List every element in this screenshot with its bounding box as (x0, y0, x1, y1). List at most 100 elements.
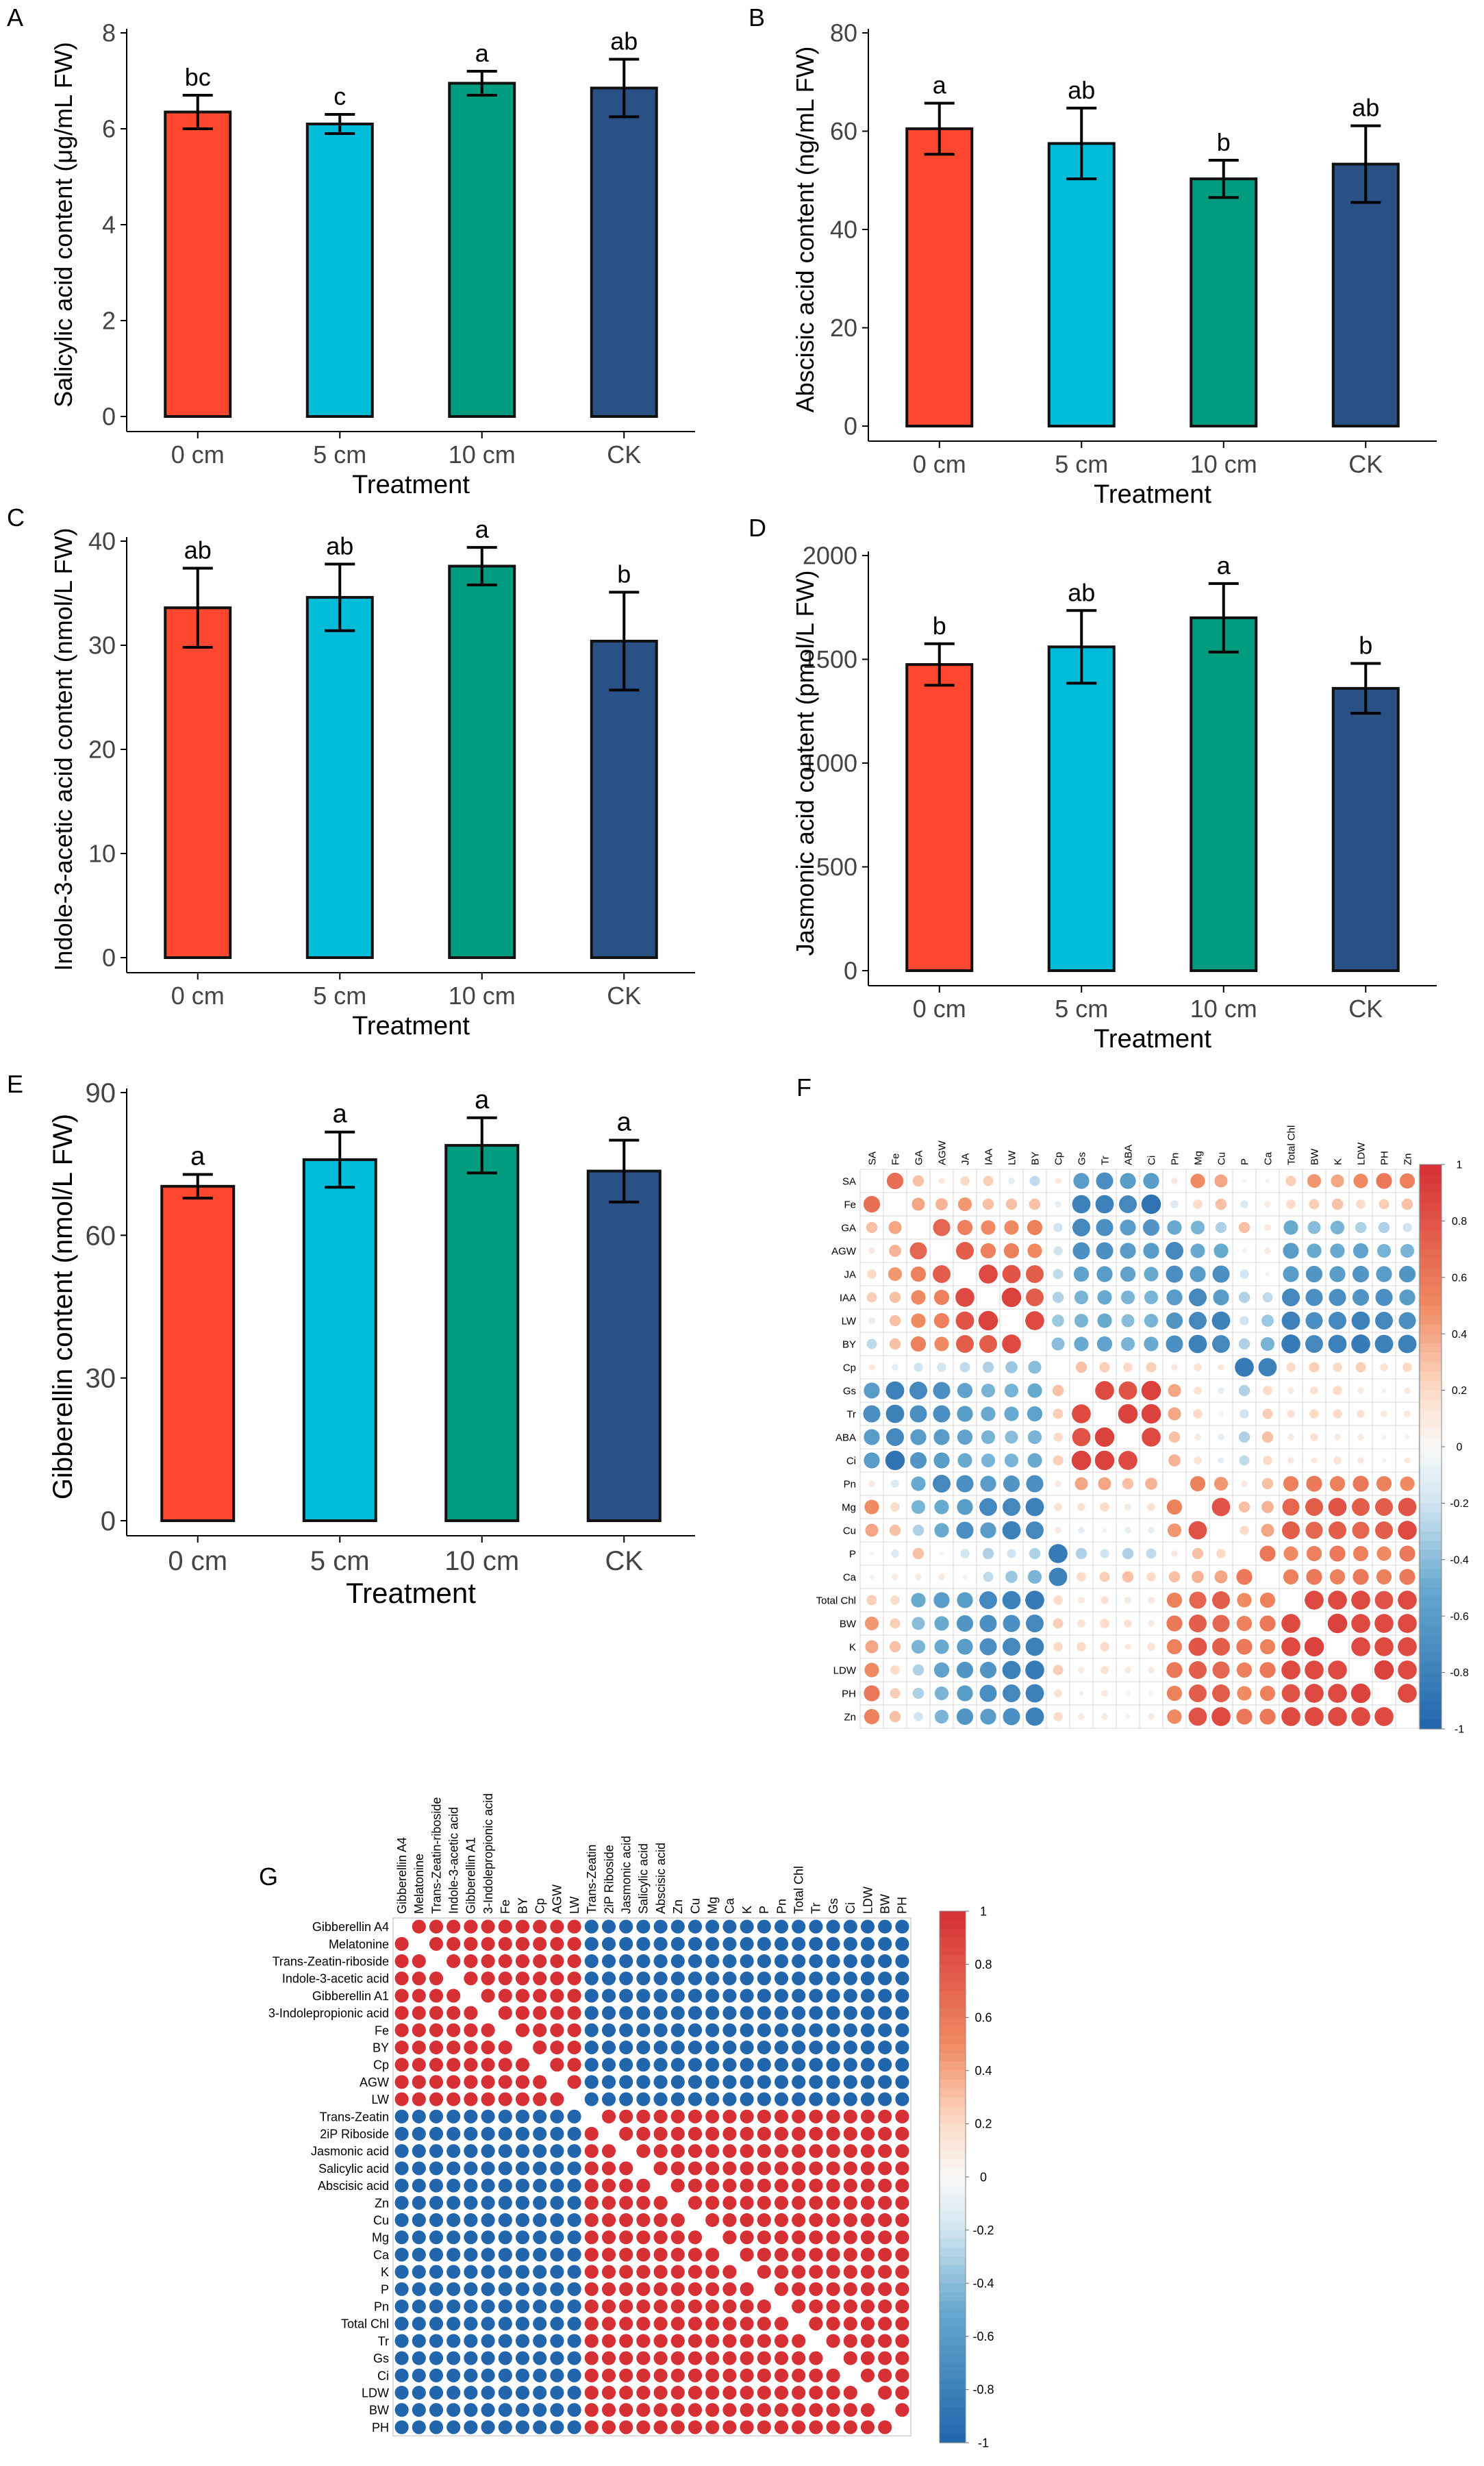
correlation-dot (740, 1936, 754, 1951)
correlation-dot (1352, 1498, 1370, 1516)
correlation-dot (705, 2195, 720, 2210)
correlation-dot (911, 1313, 926, 1328)
correlation-dot (809, 2178, 823, 2193)
correlation-dot (498, 2265, 512, 2279)
correlation-dot (868, 1317, 875, 1324)
correlation-dot (1213, 1289, 1229, 1306)
correlation-dot (757, 1936, 771, 1951)
correlation-dot (653, 2299, 668, 2314)
col-label-tr: Tr (809, 1903, 823, 1914)
correlation-dot (740, 2075, 754, 2089)
correlation-dot (1027, 1569, 1042, 1584)
correlation-dot (1148, 1713, 1155, 1720)
correlation-dot (911, 1593, 926, 1608)
correlation-dot (809, 2213, 823, 2228)
correlation-dot (1352, 1288, 1370, 1306)
correlation-dot (1188, 1637, 1207, 1656)
correlation-dot (912, 1524, 925, 1536)
correlation-dot (447, 2213, 461, 2228)
correlation-dot (860, 2282, 875, 2296)
correlation-dot (792, 2299, 806, 2314)
correlation-dot (792, 2109, 806, 2124)
col-label-ph: PH (1379, 1151, 1390, 1165)
correlation-dot (394, 2195, 409, 2210)
correlation-dot (1073, 1266, 1090, 1282)
correlation-dot (584, 2006, 599, 2020)
correlation-dot (1189, 1288, 1207, 1306)
correlation-dot (959, 1362, 970, 1373)
correlation-dot (809, 2023, 823, 2037)
correlation-dot (722, 2092, 737, 2106)
correlation-dot (412, 2161, 426, 2176)
colorbar-segment (1420, 1193, 1442, 1203)
colorbar-segment (1420, 1672, 1442, 1682)
correlation-dot (705, 2368, 720, 2382)
correlation-dot (1147, 1643, 1155, 1651)
colorbar-segment (940, 2354, 966, 2364)
row-label-melatonine: Melatonine (329, 1937, 389, 1951)
row-label-indole-3-acetic-acid: Indole-3-acetic acid (282, 1972, 389, 1986)
correlation-dot (670, 2040, 685, 2055)
bar-5-cm (305, 123, 374, 418)
correlation-dot (878, 1919, 892, 1934)
correlation-dot (584, 2368, 599, 2382)
correlation-dot (792, 2282, 806, 2296)
correlation-dot (1305, 1707, 1324, 1726)
correlation-dot (653, 2247, 668, 2262)
correlation-dot (895, 1936, 909, 1951)
significance-letter: a (475, 1086, 490, 1114)
correlation-dot (498, 2058, 512, 2072)
panel-label: A (7, 3, 23, 32)
correlation-dot (550, 1919, 564, 1934)
correlation-dot (1026, 1615, 1044, 1632)
correlation-dot (722, 2126, 737, 2141)
correlation-dot (688, 2178, 703, 2193)
correlation-dot (792, 2403, 806, 2417)
correlation-dot (1305, 1684, 1324, 1703)
correlation-dot (740, 2317, 754, 2331)
correlation-dot (983, 1175, 994, 1186)
correlation-dot (601, 2385, 616, 2400)
correlation-dot (1051, 1337, 1065, 1351)
correlation-dot (1334, 1434, 1341, 1441)
correlation-dot (653, 2368, 668, 2382)
colorbar-segment (1420, 1324, 1442, 1334)
correlation-dot (515, 2317, 530, 2331)
correlation-dot (1375, 1521, 1393, 1539)
correlation-dot (653, 2126, 668, 2141)
colorbar-segment (940, 2380, 966, 2390)
correlation-dot (636, 2023, 651, 2037)
correlation-dot (933, 1405, 951, 1423)
correlation-dot (429, 2092, 444, 2106)
significance-letter: a (333, 1100, 348, 1129)
correlation-dot (1282, 1498, 1300, 1516)
correlation-dot (1146, 1572, 1156, 1582)
correlation-dot (636, 1936, 651, 1951)
colorbar-segment (1420, 1588, 1442, 1598)
correlation-dot (1168, 1407, 1181, 1421)
row-label-pn: Pn (374, 2300, 389, 2313)
correlation-dot (394, 2282, 409, 2296)
correlation-dot (1375, 1288, 1393, 1306)
correlation-dot (705, 2403, 720, 2417)
correlation-dot (498, 2109, 512, 2124)
correlation-dot (889, 1315, 901, 1327)
col-label-ca: Ca (723, 1897, 737, 1914)
correlation-dot (1238, 1338, 1250, 1350)
correlation-dot (1218, 1364, 1224, 1371)
correlation-dot (980, 1475, 996, 1492)
correlation-dot (809, 2403, 823, 2417)
correlation-dot (1166, 1265, 1183, 1283)
correlation-dot (636, 2247, 651, 2262)
row-label-sa: SA (842, 1175, 856, 1187)
correlation-dot (722, 1936, 737, 1951)
correlation-dot (515, 2023, 530, 2037)
correlation-dot (550, 2213, 564, 2228)
correlation-dot (1333, 1386, 1342, 1395)
correlation-dot (774, 2385, 789, 2400)
correlation-dot (498, 2178, 512, 2193)
correlation-dot (481, 2420, 495, 2434)
correlation-dot (550, 2282, 564, 2296)
correlation-dot (498, 1936, 512, 1951)
correlation-dot (979, 1335, 997, 1353)
